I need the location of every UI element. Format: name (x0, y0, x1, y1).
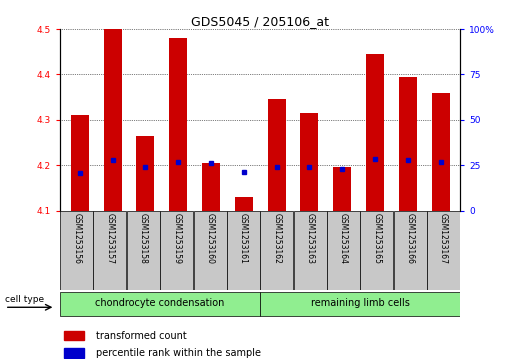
Bar (235, 197, 253, 211)
Text: GSM1253161: GSM1253161 (239, 213, 248, 264)
Bar (71, 115, 89, 211)
Bar (394, 211, 427, 290)
Text: remaining limb cells: remaining limb cells (311, 298, 410, 309)
Text: chondrocyte condensation: chondrocyte condensation (96, 298, 225, 309)
Text: GSM1253165: GSM1253165 (372, 213, 381, 264)
Text: GSM1253163: GSM1253163 (306, 213, 315, 264)
Bar (333, 167, 351, 211)
Bar (431, 93, 450, 211)
Bar (427, 211, 460, 290)
Text: GSM1253160: GSM1253160 (206, 213, 214, 264)
Bar (64, 348, 84, 358)
Bar (202, 163, 220, 211)
Bar (293, 211, 326, 290)
Text: GSM1253158: GSM1253158 (139, 213, 148, 264)
Bar (268, 99, 286, 211)
Text: GSM1253157: GSM1253157 (106, 213, 115, 264)
Bar (104, 29, 122, 211)
Text: GSM1253167: GSM1253167 (439, 213, 448, 264)
Bar (194, 211, 226, 290)
Bar (327, 211, 360, 290)
Text: GSM1253162: GSM1253162 (272, 213, 281, 264)
Bar (169, 38, 187, 211)
Bar (300, 113, 319, 211)
Bar (127, 211, 160, 290)
Bar (60, 211, 93, 290)
Text: transformed count: transformed count (96, 331, 187, 340)
Text: percentile rank within the sample: percentile rank within the sample (96, 348, 261, 358)
Bar (366, 54, 384, 211)
Text: GSM1253166: GSM1253166 (406, 213, 415, 264)
Bar (399, 77, 417, 211)
Bar (160, 211, 193, 290)
Bar (260, 292, 460, 316)
Text: GSM1253164: GSM1253164 (339, 213, 348, 264)
Title: GDS5045 / 205106_at: GDS5045 / 205106_at (191, 15, 329, 28)
Text: GSM1253156: GSM1253156 (72, 213, 81, 264)
Bar (137, 136, 154, 211)
Bar (64, 331, 84, 340)
Bar (260, 211, 293, 290)
Bar (60, 292, 260, 316)
Text: cell type: cell type (5, 295, 44, 305)
Bar (227, 211, 260, 290)
Bar (94, 211, 127, 290)
Bar (360, 211, 393, 290)
Text: GSM1253159: GSM1253159 (173, 213, 181, 264)
